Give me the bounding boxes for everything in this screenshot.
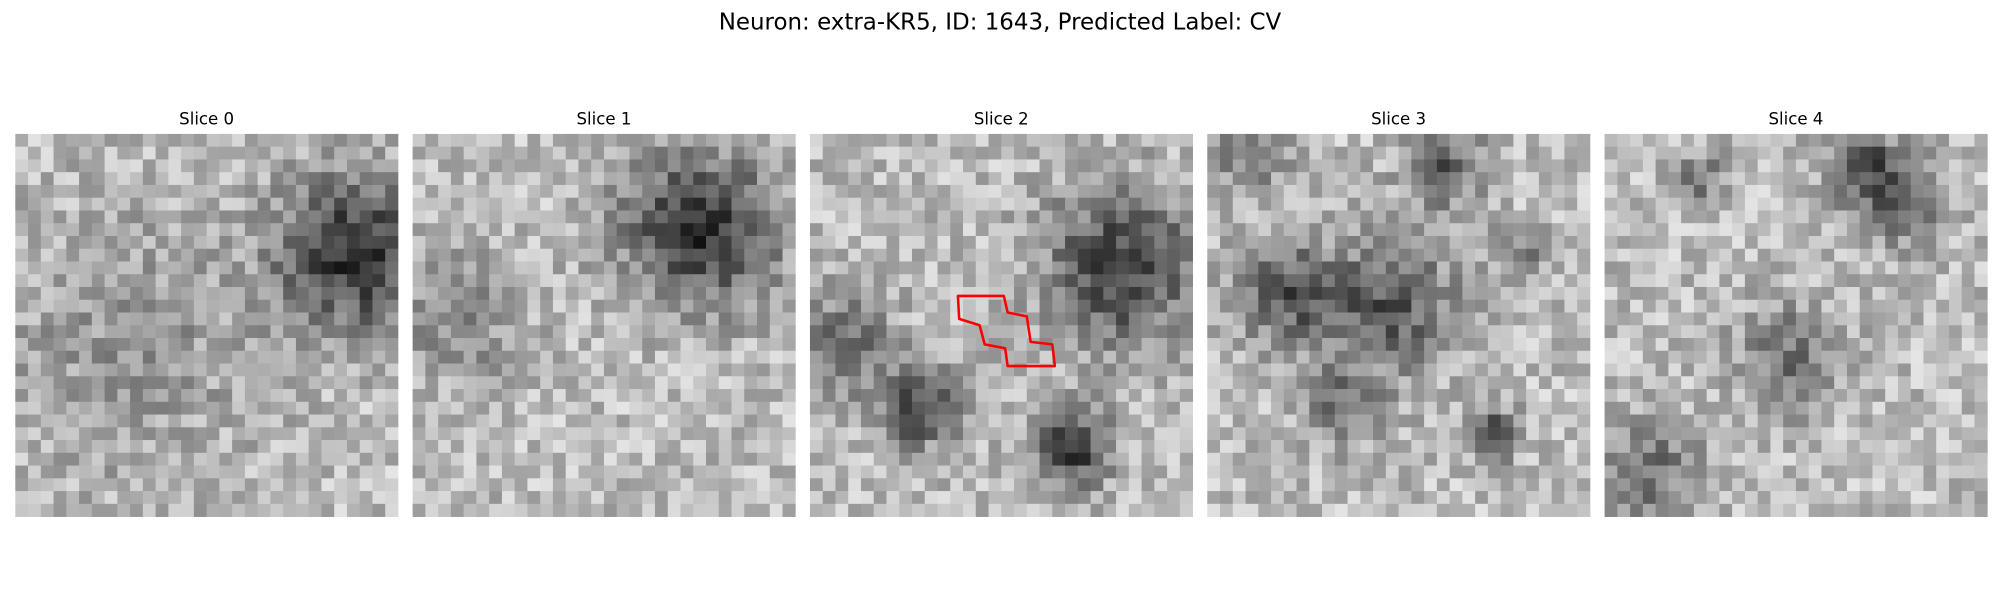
slice-image: [1207, 133, 1591, 517]
slice-title: Slice 0: [179, 109, 234, 128]
slice-image: [15, 133, 399, 517]
slice-image: [412, 133, 796, 517]
figure-title: Neuron: extra-KR5, ID: 1643, Predicted L…: [719, 9, 1282, 35]
roi-contour: [956, 294, 1057, 368]
slice-title: Slice 4: [1768, 109, 1823, 128]
slice-title: Slice 1: [577, 109, 632, 128]
slice-title: Slice 3: [1371, 109, 1426, 128]
slice-image: [1604, 133, 1988, 517]
slice-title: Slice 2: [974, 109, 1029, 128]
slice-image: [809, 133, 1193, 517]
